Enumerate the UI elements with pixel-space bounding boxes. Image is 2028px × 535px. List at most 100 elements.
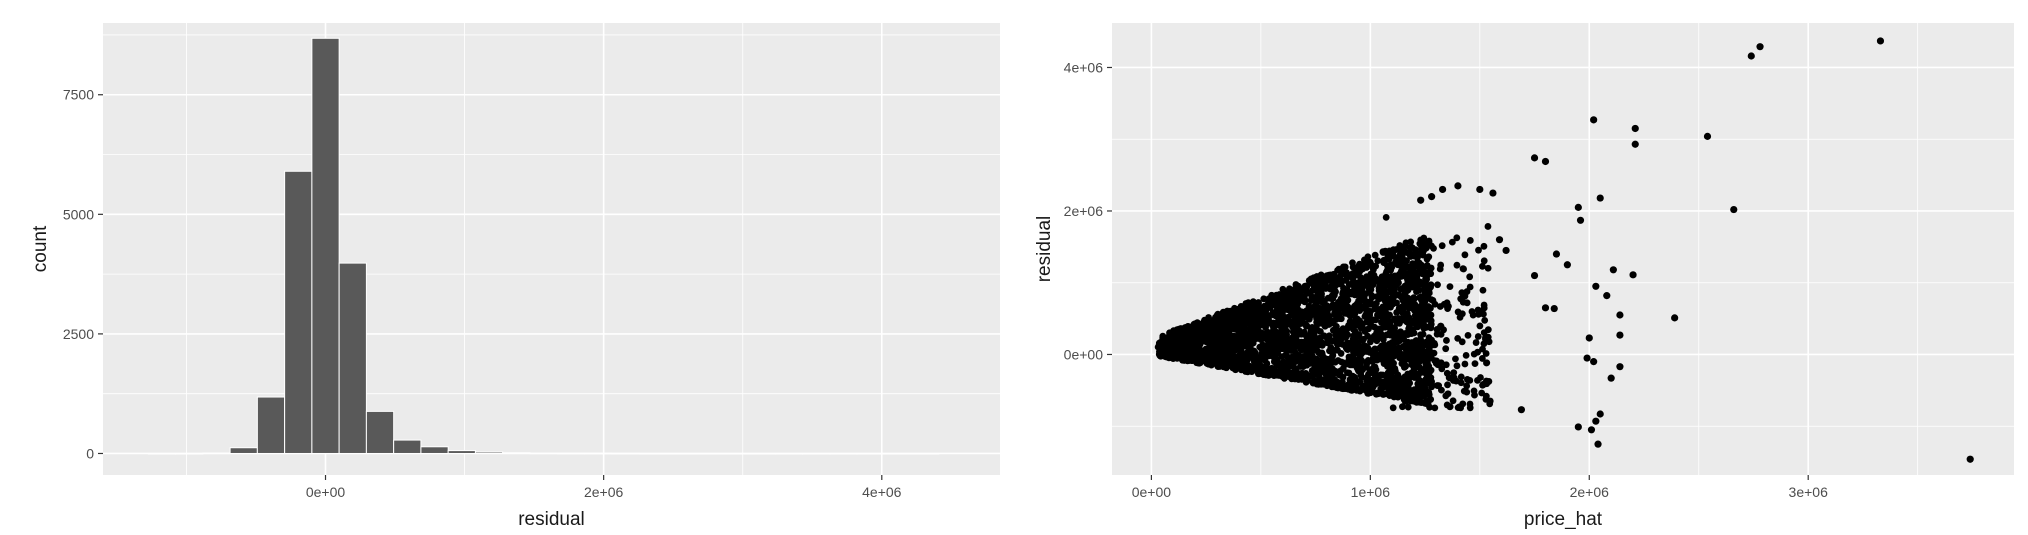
scatter-point bbox=[1331, 287, 1339, 295]
scatter-point bbox=[1312, 344, 1320, 352]
scatter-point bbox=[1371, 251, 1379, 259]
scatter-point bbox=[1345, 357, 1353, 364]
scatter-point bbox=[1336, 273, 1344, 281]
scatter-point bbox=[1293, 311, 1301, 319]
scatter-point bbox=[1462, 351, 1470, 359]
scatter-point bbox=[1587, 426, 1596, 434]
scatter-point bbox=[1224, 335, 1231, 343]
scatter-point bbox=[1384, 266, 1391, 274]
histogram-bar bbox=[502, 452, 531, 454]
scatter-point bbox=[1384, 369, 1392, 377]
scatter-point bbox=[1339, 378, 1346, 386]
scatter-point bbox=[1407, 238, 1415, 246]
scatter-point bbox=[1452, 355, 1459, 363]
scatter-point bbox=[1486, 400, 1494, 408]
scatter-point bbox=[1267, 294, 1275, 302]
histogram-panel: 0 2500 5000 7500 0e+00 2e+06 4e+06 residual coun… bbox=[30, 23, 1000, 530]
scatter-point bbox=[1430, 244, 1437, 252]
scatter-point bbox=[1371, 363, 1379, 371]
scatter-point bbox=[1380, 281, 1388, 289]
scatter-point bbox=[1366, 258, 1374, 266]
scatter-point bbox=[1435, 382, 1443, 390]
scatter-point bbox=[1476, 322, 1484, 330]
scatter-point bbox=[1419, 330, 1427, 338]
scatter-point bbox=[1484, 223, 1492, 230]
scatter-point bbox=[1453, 362, 1461, 370]
histogram-bar bbox=[747, 452, 776, 455]
scatter-point bbox=[1287, 340, 1294, 348]
scatter-point bbox=[1453, 261, 1461, 269]
scatter-point bbox=[1234, 327, 1242, 335]
scatter-point bbox=[1756, 43, 1764, 51]
histogram-bar bbox=[665, 452, 694, 455]
scatter-point bbox=[1517, 406, 1526, 414]
scatter-point bbox=[1411, 374, 1418, 381]
scatter-point bbox=[1585, 334, 1593, 342]
scatter-point bbox=[1480, 301, 1488, 309]
scatter-point bbox=[1339, 290, 1347, 298]
scatter-point bbox=[1405, 345, 1413, 353]
scatter-point bbox=[1444, 381, 1451, 389]
scatter-point bbox=[1438, 185, 1447, 194]
scatter-point bbox=[1188, 357, 1196, 364]
scatter-point bbox=[1239, 361, 1246, 368]
y-tick-label: 0e+00 bbox=[1064, 346, 1104, 362]
scatter-point bbox=[1301, 330, 1308, 338]
histogram-bar bbox=[911, 452, 940, 455]
scatter-point bbox=[1441, 301, 1449, 308]
scatter-point bbox=[1344, 296, 1352, 304]
scatter-point bbox=[1437, 359, 1445, 367]
scatter-point bbox=[1474, 333, 1482, 340]
scatter-point bbox=[1476, 185, 1484, 194]
scatter-point bbox=[1273, 312, 1280, 320]
scatter-point bbox=[1248, 300, 1255, 307]
scatter-point bbox=[1592, 282, 1600, 290]
scatter-point bbox=[1241, 308, 1249, 316]
scatter-point bbox=[1200, 332, 1208, 339]
scatter-point bbox=[1355, 297, 1362, 305]
scatter-point bbox=[1402, 293, 1410, 301]
scatter-point bbox=[1409, 358, 1416, 366]
scatter-point bbox=[1179, 356, 1186, 364]
scatter-point bbox=[1502, 246, 1510, 255]
scatter-point bbox=[1227, 352, 1235, 360]
scatter-point bbox=[1398, 307, 1405, 315]
scatter-point bbox=[1390, 389, 1397, 397]
scatter-point bbox=[1412, 246, 1419, 254]
scatter-point bbox=[1364, 371, 1372, 378]
scatter-point bbox=[1361, 259, 1368, 267]
scatter-point bbox=[1268, 329, 1276, 337]
scatter-point bbox=[1346, 321, 1354, 329]
scatter-point bbox=[1480, 257, 1488, 265]
scatter-point bbox=[1388, 341, 1396, 348]
scatter-point bbox=[1454, 404, 1462, 412]
scatter-point bbox=[1255, 314, 1263, 322]
scatter-point bbox=[1406, 299, 1414, 306]
y-axis-title: residual bbox=[1034, 216, 1055, 283]
histogram-bar bbox=[284, 170, 313, 454]
scatter-point bbox=[1391, 384, 1398, 391]
scatter-point bbox=[1484, 264, 1492, 272]
scatter-point bbox=[1616, 311, 1624, 319]
scatter-point bbox=[1279, 344, 1287, 351]
scatter-point bbox=[1357, 371, 1365, 379]
scatter-point bbox=[1479, 262, 1486, 270]
scatter-point bbox=[1411, 386, 1418, 394]
scatter-point bbox=[1312, 377, 1319, 385]
scatter-point bbox=[1360, 341, 1368, 349]
scatter-point bbox=[1401, 242, 1409, 250]
scatter-point bbox=[1219, 339, 1226, 347]
scatter-point bbox=[1402, 355, 1410, 363]
histogram-bar bbox=[802, 452, 831, 455]
scatter-point bbox=[1392, 246, 1400, 253]
scatter-point bbox=[1459, 400, 1467, 408]
scatter-point bbox=[1391, 272, 1399, 280]
scatter-point bbox=[1290, 332, 1298, 340]
y-axis-title: count bbox=[30, 225, 51, 272]
scatter-point bbox=[1355, 349, 1363, 357]
histogram-bar bbox=[311, 37, 340, 454]
scatter-point bbox=[1198, 348, 1206, 356]
scatter-point bbox=[1329, 353, 1336, 360]
scatter-point bbox=[1463, 376, 1471, 383]
scatter-point bbox=[1217, 357, 1225, 364]
